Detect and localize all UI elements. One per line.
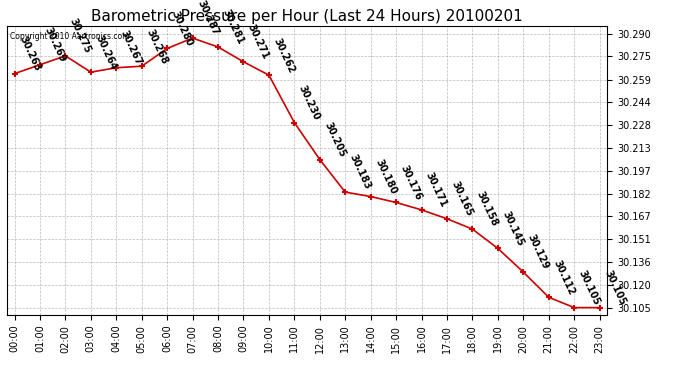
Text: 30.269: 30.269 bbox=[43, 26, 68, 64]
Text: 30.205: 30.205 bbox=[322, 121, 347, 159]
Text: 30.105: 30.105 bbox=[577, 268, 602, 307]
Text: 30.230: 30.230 bbox=[297, 84, 322, 122]
Text: 30.171: 30.171 bbox=[424, 171, 449, 209]
Text: 30.176: 30.176 bbox=[399, 164, 424, 202]
Title: Barometric Pressure per Hour (Last 24 Hours) 20100201: Barometric Pressure per Hour (Last 24 Ho… bbox=[91, 9, 523, 24]
Text: 30.280: 30.280 bbox=[170, 9, 195, 48]
Text: 30.262: 30.262 bbox=[271, 36, 296, 74]
Text: 30.281: 30.281 bbox=[221, 8, 246, 46]
Text: 30.264: 30.264 bbox=[93, 33, 118, 71]
Text: 30.145: 30.145 bbox=[500, 209, 525, 248]
Text: 30.287: 30.287 bbox=[195, 0, 220, 38]
Text: 30.275: 30.275 bbox=[68, 17, 93, 55]
Text: 30.263: 30.263 bbox=[17, 34, 42, 73]
Text: 30.268: 30.268 bbox=[144, 27, 169, 66]
Text: 30.158: 30.158 bbox=[475, 190, 500, 228]
Text: 30.105: 30.105 bbox=[602, 268, 627, 307]
Text: 30.112: 30.112 bbox=[551, 258, 576, 297]
Text: 30.183: 30.183 bbox=[348, 153, 373, 191]
Text: 30.180: 30.180 bbox=[373, 158, 398, 196]
Text: 30.267: 30.267 bbox=[119, 29, 144, 67]
Text: 30.165: 30.165 bbox=[449, 180, 475, 218]
Text: 30.271: 30.271 bbox=[246, 23, 271, 61]
Text: Copyright 2010 Aartronics.com: Copyright 2010 Aartronics.com bbox=[10, 32, 130, 41]
Text: 30.129: 30.129 bbox=[526, 233, 551, 272]
